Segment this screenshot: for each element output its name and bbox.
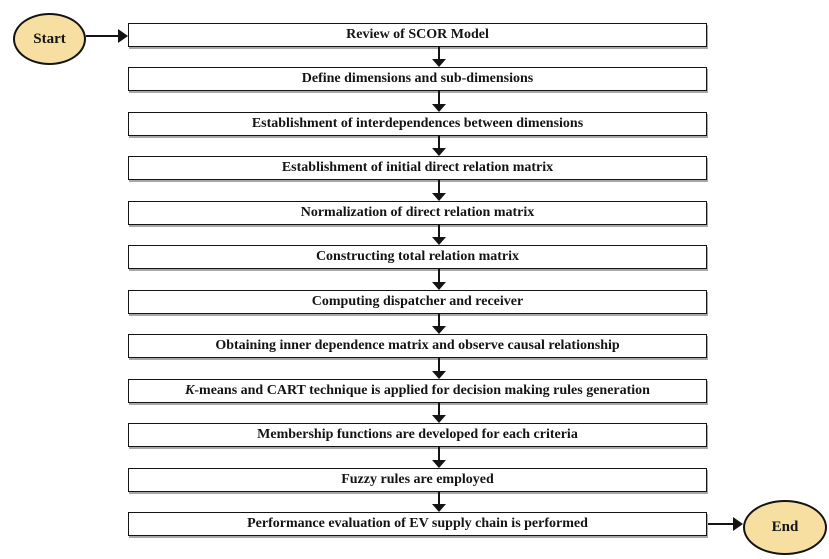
arrow-stem (437, 314, 440, 326)
arrow-right-step12-to-end-icon (708, 517, 743, 531)
arrow-stem (437, 269, 440, 282)
start-label: Start (33, 30, 66, 47)
arrow-head (431, 104, 446, 112)
arrow-head (431, 148, 446, 156)
arrow-head (431, 326, 446, 334)
arrow-head (431, 371, 446, 379)
arrow-down-8-icon (431, 358, 446, 379)
step-label: Performance evaluation of EV supply chai… (247, 516, 588, 531)
arrow-stem (437, 47, 440, 59)
start-terminal: Start (13, 13, 86, 65)
arrow-stem (437, 225, 440, 237)
step-label: Obtaining inner dependence matrix and ob… (215, 338, 620, 353)
process-step-8: Obtaining inner dependence matrix and ob… (128, 334, 707, 358)
arrow-head (431, 59, 446, 67)
step-label: Membership functions are developed for e… (257, 427, 578, 442)
arrow-head (431, 237, 446, 245)
arrow-head (118, 29, 128, 43)
arrow-down-7-icon (431, 314, 446, 334)
arrow-head (733, 517, 743, 531)
arrow-down-3-icon (431, 136, 446, 156)
step-label: Normalization of direct relation matrix (300, 205, 535, 220)
arrow-stem (437, 447, 440, 460)
arrow-head (431, 504, 446, 512)
arrow-right-start-to-step1-icon (86, 29, 128, 43)
process-step-4: Establishment of initial direct relation… (128, 156, 707, 180)
arrow-stem (437, 91, 440, 104)
process-step-3: Establishment of interdependences betwee… (128, 112, 707, 136)
arrow-down-5-icon (431, 225, 446, 245)
process-step-6: Constructing total relation matrix (128, 245, 707, 269)
step-label-italic-prefix: K (185, 383, 195, 398)
arrow-down-9-icon (431, 403, 446, 423)
step-label: Review of SCOR Model (346, 27, 489, 42)
arrow-down-1-icon (431, 47, 446, 67)
process-step-7: Computing dispatcher and receiver (128, 290, 707, 314)
arrow-stem (86, 35, 118, 37)
process-step-12: Performance evaluation of EV supply chai… (128, 512, 707, 536)
arrow-down-10-icon (431, 447, 446, 468)
arrow-stem (437, 492, 440, 504)
process-step-5: Normalization of direct relation matrix (128, 201, 707, 225)
arrow-stem (437, 180, 440, 193)
process-step-9: K -means and CART technique is applied fo… (128, 379, 707, 403)
arrow-stem (437, 358, 440, 371)
process-step-11: Fuzzy rules are employed (128, 468, 707, 492)
end-terminal: End (743, 500, 827, 555)
step-label: Define dimensions and sub-dimensions (301, 71, 534, 86)
arrow-down-2-icon (431, 91, 446, 112)
end-label: End (771, 519, 799, 535)
process-step-1: Review of SCOR Model (128, 23, 707, 47)
arrow-down-11-icon (431, 492, 446, 512)
arrow-stem (708, 523, 733, 525)
step-label: Computing dispatcher and receiver (311, 294, 524, 309)
arrow-down-4-icon (431, 180, 446, 201)
step-label: Establishment of interdependences betwee… (251, 116, 584, 131)
arrow-head (431, 460, 446, 468)
step-label: -means and CART technique is applied for… (194, 383, 650, 398)
process-step-2: Define dimensions and sub-dimensions (128, 67, 707, 91)
step-label: Fuzzy rules are employed (341, 472, 494, 487)
arrow-head (431, 193, 446, 201)
step-label: Establishment of initial direct relation… (281, 160, 554, 175)
arrow-head (431, 415, 446, 423)
arrow-down-6-icon (431, 269, 446, 290)
arrow-head (431, 282, 446, 290)
step-label: Constructing total relation matrix (315, 249, 520, 264)
process-step-10: Membership functions are developed for e… (128, 423, 707, 447)
arrow-stem (437, 403, 440, 415)
arrow-stem (437, 136, 440, 148)
